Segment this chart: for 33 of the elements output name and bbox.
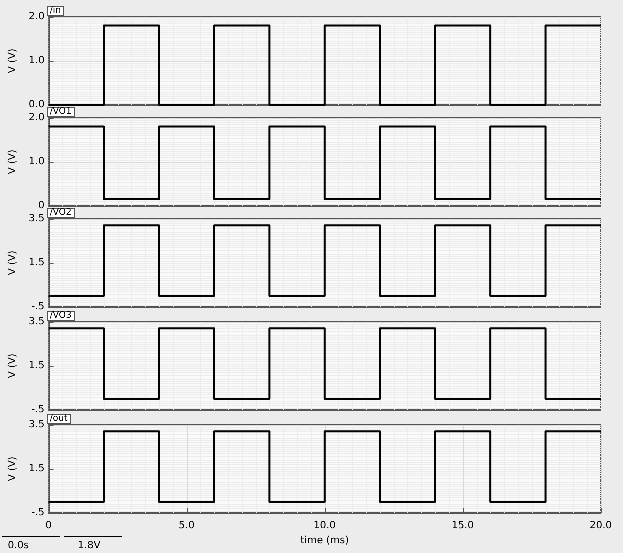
y-tick-label: 3.5	[28, 316, 45, 328]
y-axis-title: V (V)	[8, 150, 18, 174]
y-tick-label: 2.0	[28, 12, 45, 22]
y-tick-label: 0.0	[28, 100, 45, 110]
y-tick-label: -.5	[32, 508, 45, 518]
y-tick-label: 3.5	[28, 420, 45, 430]
y-tick-label: 1.5	[28, 258, 45, 268]
x-axis-title: time (ms)	[300, 535, 350, 546]
y-tick-label: -.5	[32, 302, 45, 312]
y-tick-label: 1.5	[28, 464, 45, 474]
chart-title: /out	[50, 414, 68, 424]
y-axis-title: V (V)	[8, 456, 18, 482]
y-tick-label: 3.5	[28, 214, 45, 224]
chart-title: /VO3	[50, 311, 72, 321]
y-tick-label: -.5	[32, 404, 45, 416]
chart-title: /VO1	[50, 107, 72, 117]
y-tick-label: 1.5	[28, 360, 45, 372]
y-tick-label: 0	[38, 200, 45, 212]
x-tick-label: 5.0	[178, 520, 195, 532]
y-axis-title: V (V)	[8, 48, 18, 74]
y-axis-title: V (V)	[8, 354, 18, 378]
y-tick-label: 2.0	[28, 112, 45, 124]
y-tick-label: 1.0	[28, 156, 45, 168]
x-tick-label: 10.0	[314, 520, 336, 532]
y-tick-label: 1.0	[28, 56, 45, 66]
y-axis-title: V (V)	[8, 250, 18, 276]
x-tick-label: 20.0	[590, 520, 612, 532]
chart-title: /VO2	[50, 208, 72, 218]
text: 1.8V	[78, 540, 101, 552]
x-tick-label: 0	[46, 520, 52, 532]
text: 0.0s	[8, 540, 30, 552]
x-tick-label: 15.0	[452, 520, 474, 532]
chart-title: /in	[50, 6, 62, 16]
